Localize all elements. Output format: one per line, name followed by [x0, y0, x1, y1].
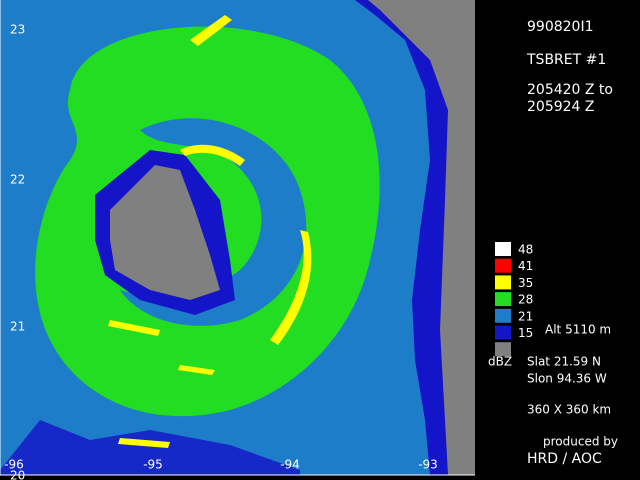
lat-label: 22 [10, 173, 25, 187]
no-data [368, 0, 475, 475]
time-from: 205420 Z to [527, 82, 613, 98]
legend-swatch [495, 325, 511, 340]
lat-label: 21 [10, 320, 25, 334]
moat [120, 118, 307, 326]
slat: Slat 21.59 N [527, 355, 601, 369]
unit-label: dBZ [488, 355, 512, 369]
lon-label: -96 [4, 458, 24, 472]
legend-label: 21 [518, 309, 533, 323]
map-labels: 23 22 21 20 -96 -95 -94 -93 [4, 23, 438, 480]
slon: Slon 94.36 W [527, 372, 607, 386]
run-id: TSBRET #1 [526, 52, 606, 68]
legend-swatch [495, 342, 511, 357]
radar-map [0, 0, 475, 476]
weak-echo [0, 420, 300, 475]
lat-label: 20 [10, 469, 25, 480]
legend-label: 15 [518, 326, 533, 340]
legend-label: 28 [518, 293, 533, 307]
heavy-rain [178, 365, 215, 375]
domain-size: 360 X 360 km [527, 403, 611, 417]
heavy-rain [190, 15, 232, 46]
heavy-rain [180, 144, 245, 166]
legend-swatch [495, 258, 511, 273]
credit: HRD / AOC [527, 451, 602, 467]
lon-label: -95 [143, 458, 163, 472]
heavy-rain [108, 320, 160, 336]
lat-label: 23 [10, 23, 25, 37]
heavy-rain [270, 230, 312, 345]
legend-label: 35 [518, 276, 533, 290]
altitude: Alt 5110 m [545, 323, 611, 337]
legend-swatch [495, 292, 511, 307]
heavy-rain [118, 438, 170, 448]
info-panel: 990820I1 TSBRET #1 205420 Z to 205924 Z … [488, 19, 618, 467]
legend-swatch [495, 308, 511, 323]
legend-swatch [495, 275, 511, 290]
eye [110, 165, 220, 300]
legend-label: 48 [518, 243, 533, 257]
lon-label: -94 [280, 458, 300, 472]
flight-id: 990820I1 [527, 19, 593, 35]
credit-line: produced by [543, 435, 618, 449]
lon-label: -93 [418, 458, 438, 472]
legend-swatch [495, 242, 511, 256]
time-to: 205924 Z [527, 99, 594, 115]
legend-label: 41 [518, 259, 533, 273]
